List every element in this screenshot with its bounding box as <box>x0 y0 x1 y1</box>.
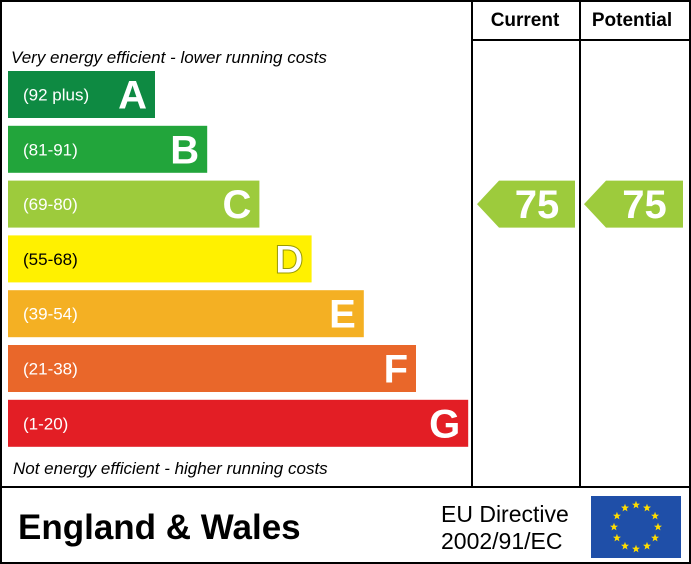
band-g-range: (1-20) <box>23 414 68 433</box>
band-f-bar <box>8 345 416 392</box>
eu-star-icon <box>654 522 662 531</box>
bottom-note: Not energy efficient - higher running co… <box>13 459 328 478</box>
band-c-range: (69-80) <box>23 195 78 214</box>
current-rating-value: 75 <box>515 183 560 227</box>
band-f-letter: F <box>384 348 408 392</box>
eu-star-icon <box>651 533 660 542</box>
band-e-letter: E <box>329 293 356 337</box>
eu-flag-icon <box>591 496 681 558</box>
potential-rating-value: 75 <box>622 183 667 227</box>
current-rating-arrow <box>477 180 575 228</box>
eu-flag-stars <box>610 500 662 553</box>
eu-star-icon <box>612 533 621 542</box>
band-d-letter: D <box>275 238 304 282</box>
band-a-letter: A <box>118 74 147 118</box>
eu-star-icon <box>643 503 651 512</box>
top-note: Very energy efficient - lower running co… <box>11 48 327 67</box>
rating-arrows: 75 75 <box>477 180 683 228</box>
band-e-bar <box>8 290 364 338</box>
directive-line2: 2002/91/EC <box>441 528 562 554</box>
eu-star-icon <box>621 503 629 512</box>
band-g-bar <box>8 399 469 447</box>
eu-star-icon <box>610 522 618 531</box>
band-b-letter: B <box>170 128 199 172</box>
band-c-bar <box>8 180 260 228</box>
eu-star-icon <box>612 511 621 520</box>
band-a-range: (92 plus) <box>23 86 89 105</box>
band-a-bar <box>8 71 155 118</box>
band-e-range: (39-54) <box>23 305 78 324</box>
band-b-range: (81-91) <box>23 140 78 159</box>
directive-line1: EU Directive <box>441 501 569 527</box>
eu-star-icon <box>643 541 651 550</box>
band-c-letter: C <box>223 183 252 227</box>
band-b-bar <box>8 125 208 173</box>
eu-star-icon <box>632 500 640 509</box>
band-g-letter: G <box>429 402 460 446</box>
eu-star-icon <box>632 544 640 553</box>
region-label: England & Wales <box>18 508 301 547</box>
band-d-range: (55-68) <box>23 250 78 269</box>
band-d-bar <box>8 235 312 283</box>
band-f-range: (21-38) <box>23 360 78 379</box>
rating-bands: (92 plus) A (81-91) B (69-80) C (55-68) D (39-54… <box>8 71 469 447</box>
current-header: Current <box>491 10 560 31</box>
potential-rating-arrow <box>584 180 683 228</box>
eu-star-icon <box>651 511 660 520</box>
potential-header: Potential <box>592 10 672 31</box>
eu-star-icon <box>621 541 629 550</box>
